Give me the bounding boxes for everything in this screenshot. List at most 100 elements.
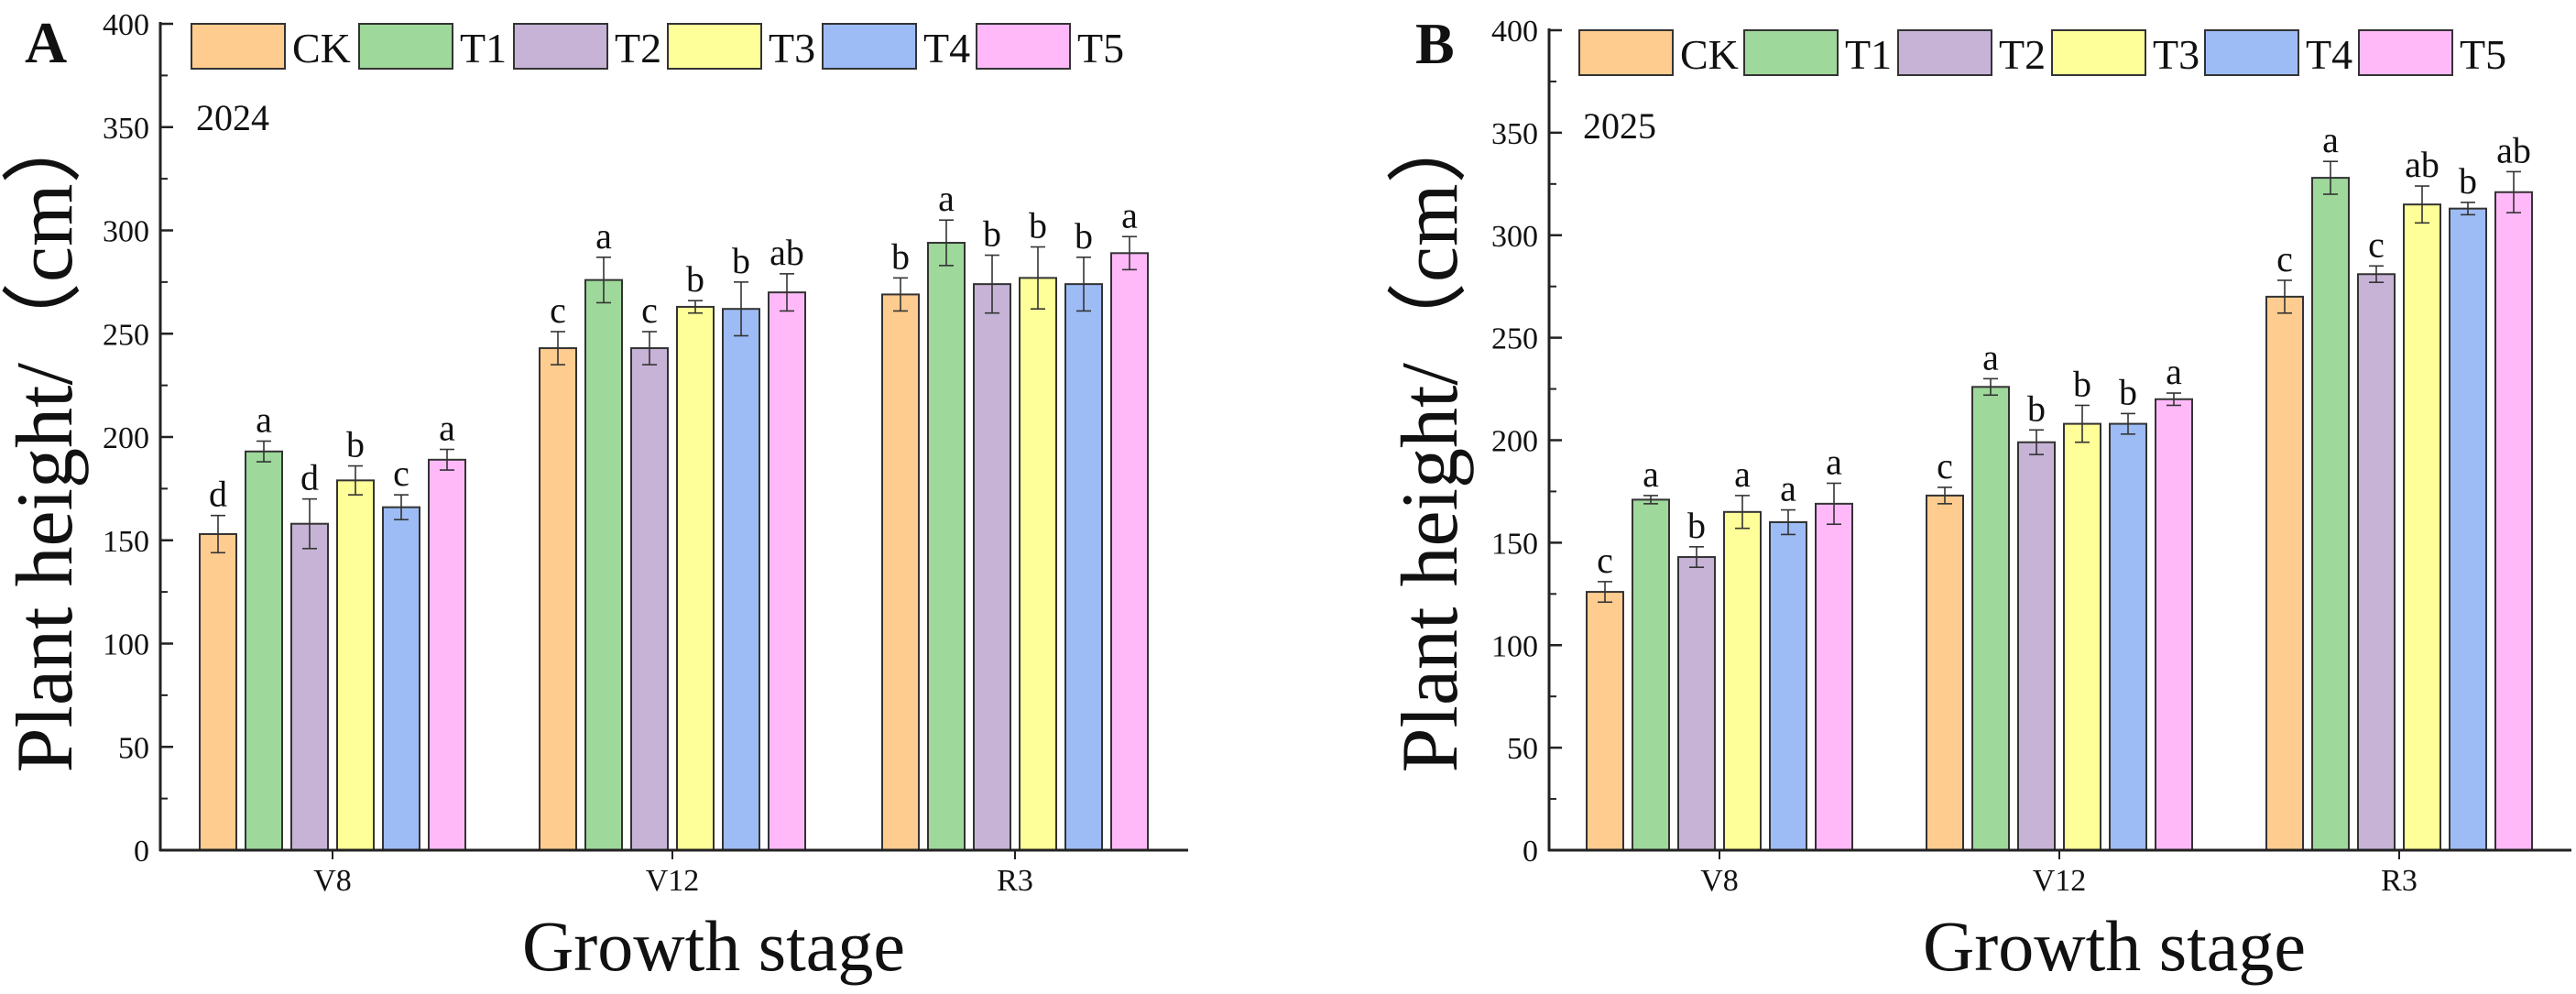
bar-t3-r3 xyxy=(1019,277,1057,851)
legend-item-t4: T4 xyxy=(822,23,970,71)
significance-letter: c xyxy=(1937,445,1953,486)
error-bar xyxy=(394,494,409,521)
error-bar xyxy=(939,219,954,267)
legend-swatch xyxy=(1578,29,1674,76)
bar-t2-r3 xyxy=(973,283,1011,851)
significance-letter: b xyxy=(1687,505,1706,546)
significance-letter: ab xyxy=(2405,144,2440,185)
x-tick-label: V8 xyxy=(1700,864,1739,898)
legend-swatch xyxy=(2051,29,2146,76)
error-bar xyxy=(257,440,271,463)
error-bar xyxy=(2323,160,2338,195)
error-bar xyxy=(893,277,908,312)
legend-label: T3 xyxy=(2153,31,2199,78)
x-tick-label: R3 xyxy=(997,864,1033,898)
legend-label: T5 xyxy=(2460,31,2506,78)
significance-letter: b xyxy=(2459,160,2477,202)
legend-label: T5 xyxy=(1077,25,1124,71)
bar-t4-v12 xyxy=(722,308,760,851)
significance-letter: c xyxy=(641,289,658,331)
bar-t2-r3 xyxy=(2357,273,2396,851)
significance-letter: a xyxy=(1643,453,1659,495)
y-tick-label: 50 xyxy=(118,731,149,765)
error-bar xyxy=(734,281,748,337)
legend-label: CK xyxy=(292,25,351,71)
legend-label: T2 xyxy=(615,25,661,71)
error-bar xyxy=(211,514,225,554)
error-bar xyxy=(2029,429,2044,455)
legend-label: T1 xyxy=(460,25,507,71)
significance-letter: a xyxy=(2166,351,2182,392)
x-axis-title: Growth stage xyxy=(1923,906,2306,986)
bar-ck-r3 xyxy=(2265,295,2304,851)
year-annotation: 2025 xyxy=(1583,105,1656,147)
significance-letter: a xyxy=(1780,468,1796,509)
x-tick-label: V8 xyxy=(313,864,352,898)
y-tick-label: 250 xyxy=(1491,322,1538,356)
bar-t1-v12 xyxy=(584,279,623,851)
bar-t2-v8 xyxy=(290,522,329,852)
y-tick-label: 350 xyxy=(1491,117,1538,151)
x-tick-label: V12 xyxy=(646,864,700,898)
error-bar xyxy=(440,448,454,471)
legend-swatch xyxy=(822,23,917,70)
panel-label: B xyxy=(1415,11,1455,76)
significance-letter: b xyxy=(2119,371,2137,412)
bar-t1-r3 xyxy=(927,242,966,851)
y-tick-label: 150 xyxy=(103,525,149,559)
bar-t5-v8 xyxy=(1815,502,1853,851)
legend-swatch xyxy=(1897,29,1992,76)
error-bar xyxy=(642,331,657,366)
bar-t2-v8 xyxy=(1677,556,1716,851)
error-bar xyxy=(2369,265,2384,284)
significance-letter: a xyxy=(1121,194,1138,235)
bar-t4-v8 xyxy=(382,506,420,851)
error-bar xyxy=(1598,581,1612,604)
significance-letter: a xyxy=(938,178,955,219)
bar-t4-v12 xyxy=(2109,422,2147,851)
significance-letter: b xyxy=(2027,388,2046,429)
legend-swatch xyxy=(191,23,286,70)
bar-t5-r3 xyxy=(2494,191,2533,851)
legend-label: CK xyxy=(1680,31,1739,78)
x-axis-title: Growth stage xyxy=(522,906,905,986)
error-bar xyxy=(1689,546,1704,569)
error-bar xyxy=(596,257,611,304)
legend-item-t5: T5 xyxy=(2358,29,2506,78)
significance-letter: a xyxy=(2322,119,2339,160)
significance-letter: a xyxy=(1734,453,1751,495)
panel-b: cccaaabbcabababbaaab05010015020025030035… xyxy=(1386,11,2571,986)
bar-ck-v8 xyxy=(199,532,237,851)
bar-t5-v12 xyxy=(768,291,806,851)
bar-t5-v12 xyxy=(2155,398,2193,851)
legend-item-t4: T4 xyxy=(2204,29,2352,78)
error-bar xyxy=(551,331,565,366)
legend-item-ck: CK xyxy=(191,23,351,71)
bar-ck-v12 xyxy=(539,347,577,852)
bar-t5-r3 xyxy=(1110,252,1149,851)
error-bar xyxy=(1983,377,1998,397)
legend-label: T2 xyxy=(1999,31,2046,78)
bar-t3-r3 xyxy=(2403,203,2441,851)
legend-label: T4 xyxy=(923,25,970,71)
legend-item-t2: T2 xyxy=(1897,29,2046,78)
significance-letter: d xyxy=(300,457,319,498)
legend-label: T4 xyxy=(2306,31,2352,78)
significance-letter: c xyxy=(1597,540,1613,581)
error-bar xyxy=(2167,392,2181,407)
legend-item-t3: T3 xyxy=(2051,29,2199,78)
error-bar xyxy=(1643,495,1658,505)
significance-letter: b xyxy=(732,240,750,281)
error-bar xyxy=(1031,246,1045,310)
bar-t1-r3 xyxy=(2311,177,2350,852)
error-bar xyxy=(302,497,317,550)
error-bar xyxy=(1735,495,1750,530)
bar-t3-v8 xyxy=(336,479,375,851)
significance-letter: a xyxy=(439,408,455,449)
y-tick-label: 100 xyxy=(103,628,149,662)
significance-letter: b xyxy=(686,258,704,300)
bar-t4-v8 xyxy=(1769,521,1807,851)
significance-letter: b xyxy=(891,235,910,277)
bar-t4-r3 xyxy=(1064,283,1103,851)
